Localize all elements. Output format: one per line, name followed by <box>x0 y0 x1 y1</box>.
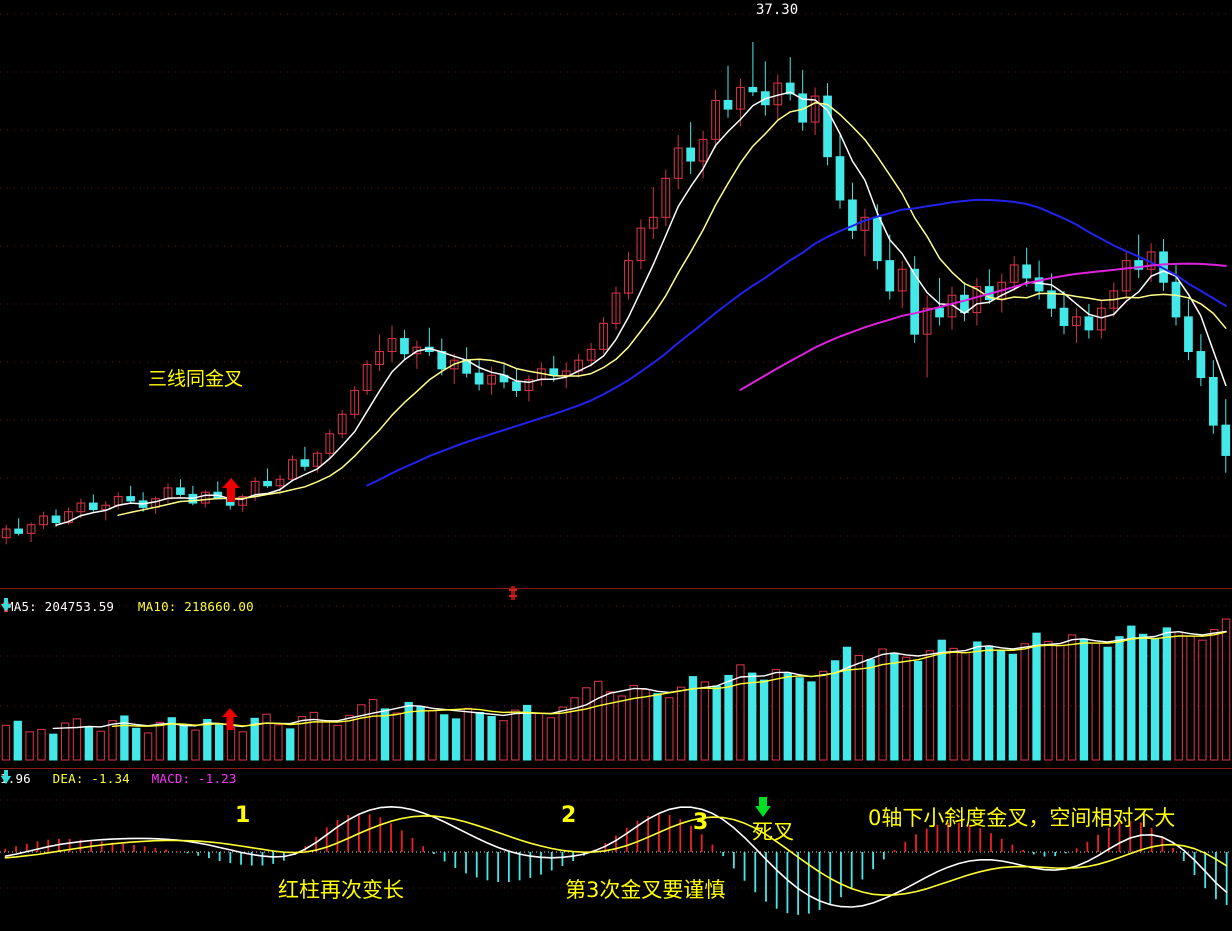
up-arrow-red-price-marker <box>222 478 240 502</box>
golden-cross-marker-1: 1 <box>235 803 251 828</box>
golden-cross-marker-2: 2 <box>561 803 577 828</box>
annotation-third-cross-caution: 第3次金叉要谨慎 <box>565 878 726 902</box>
up-arrow-red-volume-marker <box>222 708 238 730</box>
down-arrow-cyan-icon-macd <box>1 770 11 784</box>
annotation-death-cross: 死叉 <box>752 820 794 844</box>
price-chart-svg <box>0 13 1232 545</box>
price-candlestick-panel[interactable]: 37.30 三线同金叉 <box>0 0 1232 588</box>
volume-ma10-label: MA10: 218660.00 <box>137 599 254 614</box>
golden-cross-marker-3: 3 <box>693 810 709 835</box>
down-arrow-cyan-icon-2 <box>1 598 11 612</box>
annotation-below-zero-cross: 0轴下小斜度金叉，空间相对不大 <box>868 806 1176 830</box>
panel-divider-price-volume <box>0 588 1232 589</box>
peak-price-label: 37.30 <box>756 2 799 18</box>
volume-header: MA5: 204753.59 MA10: 218660.00 <box>0 598 256 614</box>
volume-ma5-label: MA5: 204753.59 <box>6 599 115 614</box>
macd-header: 1.96 DEA: -1.34 MACD: -1.23 <box>0 770 239 786</box>
volume-chart-svg <box>0 605 1232 761</box>
macd-chart-svg <box>0 799 1232 915</box>
panel-divider-volume-macd <box>0 768 1232 769</box>
annotation-three-line-golden-cross: 三线同金叉 <box>148 368 244 390</box>
divider-marker-icon <box>509 586 517 600</box>
annotation-red-bars-grow: 红柱再次变长 <box>278 878 404 902</box>
volume-panel[interactable] <box>0 598 1232 768</box>
macd-panel[interactable] <box>0 778 1232 931</box>
macd-value-label: MACD: -1.23 <box>151 771 237 786</box>
macd-dea-label: DEA: -1.34 <box>52 771 130 786</box>
down-arrow-green-death-cross-icon <box>755 797 771 817</box>
